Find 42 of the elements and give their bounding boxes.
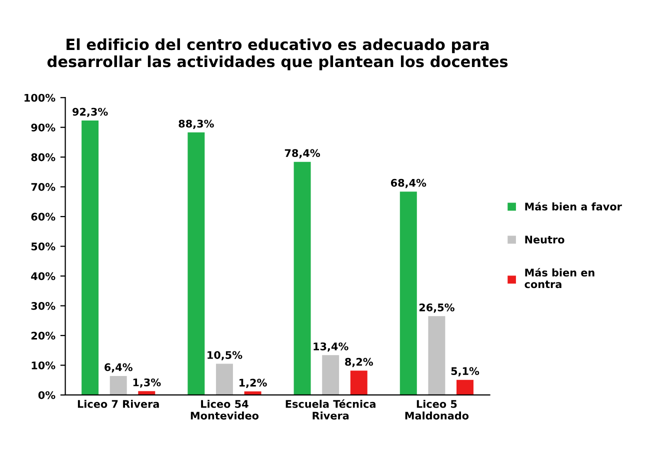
y-tick-label: 10%: [32, 361, 56, 370]
data-label: 10,5%: [208, 351, 242, 360]
data-label: 8,2%: [345, 358, 373, 368]
legend-label: Más bien a favor: [525, 202, 622, 210]
y-tick-label: 40%: [31, 272, 56, 280]
y-tick-label: 30%: [31, 302, 56, 310]
bar: [216, 364, 233, 395]
data-label: 13,4%: [314, 342, 348, 352]
x-tick-label: Escuela Técnica Rivera: [286, 399, 376, 420]
legend-label: Más bien en contra: [524, 268, 594, 288]
bar: [456, 380, 474, 395]
data-label: 5,1%: [451, 367, 480, 376]
y-tick-label: 50%: [31, 242, 56, 250]
x-tick-label: Liceo 5 Maldonado: [405, 400, 469, 420]
data-label: 92,3%: [72, 108, 108, 118]
bar: [138, 391, 156, 395]
bar: [82, 120, 99, 395]
bar: [400, 192, 417, 395]
y-tick-label: 90%: [31, 124, 56, 132]
data-label: 78,4%: [284, 149, 320, 158]
x-tick-label: Liceo 7 Rivera: [78, 400, 159, 408]
y-tick-label: 100%: [24, 94, 56, 102]
data-label: 26,5%: [419, 304, 454, 313]
y-tick-label: 0%: [38, 391, 56, 400]
data-label: 1,2%: [239, 378, 267, 388]
data-label: 1,3%: [133, 378, 161, 388]
data-label: 88,3%: [178, 120, 214, 129]
y-tick-label: 70%: [31, 183, 56, 191]
data-label: 6,4%: [104, 363, 132, 372]
chart-title: El edificio del centro educativo es adecuado para desarrollar las actividades que plantean los docentes: [47, 38, 508, 70]
y-tick-label: 20%: [31, 332, 56, 340]
bar: [350, 370, 368, 395]
bar: [322, 355, 340, 395]
bar: [110, 376, 127, 395]
data-label: 68,4%: [390, 178, 426, 188]
x-tick-label: Liceo 54 Montevideo: [190, 400, 259, 420]
bar: [294, 162, 311, 395]
legend-label: Neutro: [525, 236, 564, 244]
y-tick-label: 80%: [31, 153, 56, 162]
y-tick-label: 60%: [31, 212, 56, 221]
bar: [188, 132, 205, 395]
bar: [428, 316, 446, 395]
